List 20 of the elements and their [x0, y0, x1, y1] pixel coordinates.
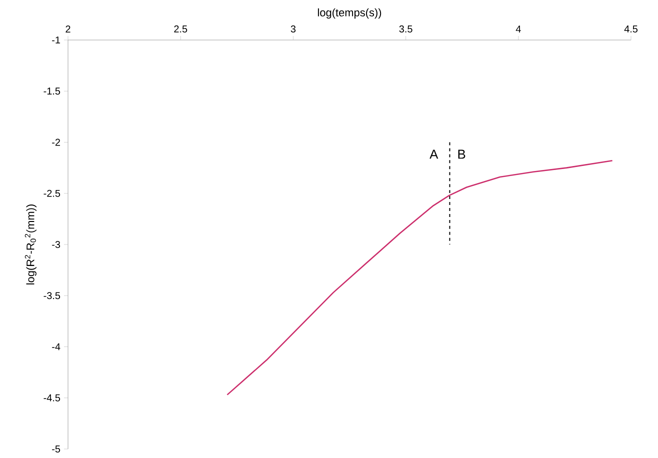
y-tick-label: -4.5: [44, 394, 60, 402]
x-tick-label: 4: [516, 26, 521, 32]
x-tick-label: 2: [66, 26, 70, 32]
x-tick-label: 3: [290, 25, 296, 32]
y-tick-label: -3.5: [44, 292, 60, 300]
y-tick-label: -2.5: [44, 190, 60, 197]
y-tick-label: -5: [52, 446, 60, 452]
x-tick-label: 2.5: [174, 25, 188, 32]
y-tick-label: -2: [52, 138, 60, 146]
x-axis-title: log(temps(s)): [318, 8, 382, 19]
y-tick-label: -3: [52, 240, 60, 248]
line-series: [226, 160, 613, 396]
y-axis-title: log(R$^{2}$-R$_{0}$$^{2}$(mm)): [24, 204, 36, 284]
y-tick-label: -1.5: [44, 88, 60, 95]
y-tick-label: -4: [52, 343, 60, 350]
annotation: A: [430, 150, 438, 159]
y-tick-label: -1: [52, 36, 60, 44]
x-tick-label: 3.5: [399, 25, 412, 32]
annotation: B: [458, 150, 466, 159]
x-tick-label: 4.5: [624, 26, 638, 32]
